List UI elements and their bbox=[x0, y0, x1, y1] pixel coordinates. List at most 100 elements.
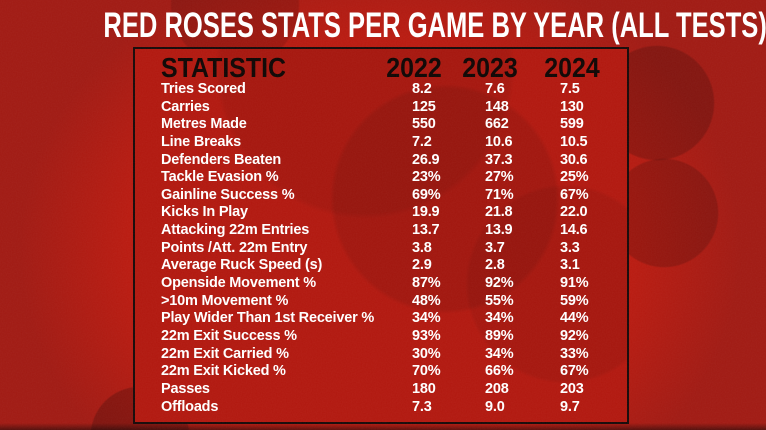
stat-label: Points /Att. 22m Entry bbox=[161, 239, 308, 256]
stat-label: Openside Movement % bbox=[161, 275, 316, 292]
stat-value-2023: 34% bbox=[485, 345, 514, 362]
table-row: Passes 180 208 203 bbox=[135, 381, 627, 399]
stat-value-2024: 44% bbox=[560, 310, 589, 327]
stat-value-2023: 9.0 bbox=[485, 398, 505, 415]
stat-value-2022: 7.3 bbox=[412, 398, 432, 415]
table-row: 22m Exit Kicked % 70% 66% 67% bbox=[135, 363, 627, 381]
stat-value-2023: 3.7 bbox=[485, 239, 505, 256]
stat-value-2022: 70% bbox=[412, 363, 441, 380]
stat-value-2024: 7.5 bbox=[560, 81, 580, 97]
stat-label: 22m Exit Success % bbox=[161, 327, 297, 344]
column-header-statistic: STATISTIC bbox=[161, 52, 287, 83]
stat-label: Play Wider Than 1st Receiver % bbox=[161, 310, 375, 327]
stat-value-2024: 3.1 bbox=[560, 257, 580, 274]
table-row: Metres Made 550 662 599 bbox=[135, 116, 627, 134]
stat-value-2023: 21.8 bbox=[485, 204, 513, 221]
stat-value-2024: 3.3 bbox=[560, 239, 580, 256]
stat-label: >10m Movement % bbox=[161, 292, 289, 309]
stat-value-2023: 89% bbox=[485, 327, 514, 344]
stat-value-2023: 2.8 bbox=[485, 257, 505, 274]
table-row: Line Breaks 7.2 10.6 10.5 bbox=[135, 134, 627, 152]
table-row: 22m Exit Carried % 30% 34% 33% bbox=[135, 346, 627, 364]
stat-value-2024: 599 bbox=[560, 116, 584, 133]
stat-value-2022: 2.9 bbox=[412, 257, 432, 274]
stats-table: STATISTIC 2022 2023 2024 Tries Scored 8.2… bbox=[133, 47, 629, 424]
table-row: Offloads 7.3 9.0 9.7 bbox=[135, 399, 627, 417]
table-row: Gainline Success % 69% 71% 67% bbox=[135, 187, 627, 205]
stat-value-2022: 48% bbox=[412, 292, 441, 309]
table-row: Kicks In Play 19.9 21.8 22.0 bbox=[135, 204, 627, 222]
stat-value-2024: 67% bbox=[560, 363, 589, 380]
stat-value-2023: 148 bbox=[485, 98, 509, 115]
stat-label: Line Breaks bbox=[161, 133, 242, 150]
stat-value-2024: 59% bbox=[560, 292, 589, 309]
stat-value-2022: 30% bbox=[412, 345, 441, 362]
stat-label: Metres Made bbox=[161, 116, 247, 133]
table-row: Play Wider Than 1st Receiver % 34% 34% 44% bbox=[135, 310, 627, 328]
stat-value-2024: 67% bbox=[560, 186, 589, 203]
stat-value-2024: 91% bbox=[560, 275, 589, 292]
stat-label: Carries bbox=[161, 98, 210, 115]
table-header: STATISTIC 2022 2023 2024 bbox=[135, 49, 627, 83]
stat-value-2022: 87% bbox=[412, 275, 441, 292]
stat-value-2023: 92% bbox=[485, 275, 514, 292]
stat-value-2022: 26.9 bbox=[412, 151, 440, 168]
stat-value-2022: 125 bbox=[412, 98, 436, 115]
stat-value-2024: 14.6 bbox=[560, 222, 588, 239]
stat-value-2022: 93% bbox=[412, 327, 441, 344]
table-body: Tries Scored 8.2 7.6 7.5 Carries 125 148 130 Met… bbox=[135, 81, 627, 416]
column-header-2024: 2024 bbox=[544, 52, 600, 83]
stat-value-2023: 27% bbox=[485, 169, 514, 186]
table-row: 22m Exit Success % 93% 89% 92% bbox=[135, 328, 627, 346]
table-row: Attacking 22m Entries 13.7 13.9 14.6 bbox=[135, 222, 627, 240]
stat-value-2022: 8.2 bbox=[412, 81, 432, 97]
stat-label: 22m Exit Carried % bbox=[161, 345, 289, 362]
stat-value-2023: 662 bbox=[485, 116, 509, 133]
stat-value-2024: 92% bbox=[560, 327, 589, 344]
stat-value-2023: 208 bbox=[485, 380, 509, 397]
stat-value-2023: 71% bbox=[485, 186, 514, 203]
stat-value-2023: 34% bbox=[485, 310, 514, 327]
stat-value-2024: 30.6 bbox=[560, 151, 588, 168]
stat-value-2023: 37.3 bbox=[485, 151, 513, 168]
stat-value-2024: 9.7 bbox=[560, 398, 580, 415]
stat-label: Passes bbox=[161, 380, 210, 397]
stat-label: Attacking 22m Entries bbox=[161, 222, 310, 239]
stat-label: Average Ruck Speed (s) bbox=[161, 257, 323, 274]
stat-value-2023: 13.9 bbox=[485, 222, 513, 239]
page-title: RED ROSES STATS PER GAME BY YEAR (ALL TE… bbox=[103, 6, 766, 45]
stat-value-2024: 25% bbox=[560, 169, 589, 186]
column-header-2022: 2022 bbox=[386, 52, 442, 83]
stat-label: 22m Exit Kicked % bbox=[161, 363, 286, 380]
table-row: Points /Att. 22m Entry 3.8 3.7 3.3 bbox=[135, 240, 627, 258]
stat-label: Defenders Beaten bbox=[161, 151, 282, 168]
stat-value-2022: 3.8 bbox=[412, 239, 432, 256]
table-row: Tackle Evasion % 23% 27% 25% bbox=[135, 169, 627, 187]
stat-value-2022: 180 bbox=[412, 380, 436, 397]
stat-value-2024: 33% bbox=[560, 345, 589, 362]
stat-value-2022: 13.7 bbox=[412, 222, 440, 239]
stat-value-2023: 55% bbox=[485, 292, 514, 309]
table-row: Carries 125 148 130 bbox=[135, 99, 627, 117]
table-row: Openside Movement % 87% 92% 91% bbox=[135, 275, 627, 293]
table-row: Tries Scored 8.2 7.6 7.5 bbox=[135, 81, 627, 99]
stat-value-2023: 7.6 bbox=[485, 81, 505, 97]
stat-value-2024: 130 bbox=[560, 98, 584, 115]
table-row: Defenders Beaten 26.9 37.3 30.6 bbox=[135, 152, 627, 170]
stat-value-2022: 34% bbox=[412, 310, 441, 327]
stat-value-2022: 23% bbox=[412, 169, 441, 186]
table-row: Average Ruck Speed (s) 2.9 2.8 3.1 bbox=[135, 257, 627, 275]
stat-value-2024: 10.5 bbox=[560, 133, 588, 150]
stat-label: Gainline Success % bbox=[161, 186, 295, 203]
table-row: >10m Movement % 48% 55% 59% bbox=[135, 293, 627, 311]
stat-value-2023: 66% bbox=[485, 363, 514, 380]
stat-label: Tackle Evasion % bbox=[161, 169, 279, 186]
stat-value-2024: 22.0 bbox=[560, 204, 588, 221]
stat-label: Kicks In Play bbox=[161, 204, 248, 221]
stat-value-2022: 7.2 bbox=[412, 133, 432, 150]
stat-value-2022: 550 bbox=[412, 116, 436, 133]
stat-label: Tries Scored bbox=[161, 81, 246, 97]
stat-value-2024: 203 bbox=[560, 380, 584, 397]
stat-value-2022: 69% bbox=[412, 186, 441, 203]
